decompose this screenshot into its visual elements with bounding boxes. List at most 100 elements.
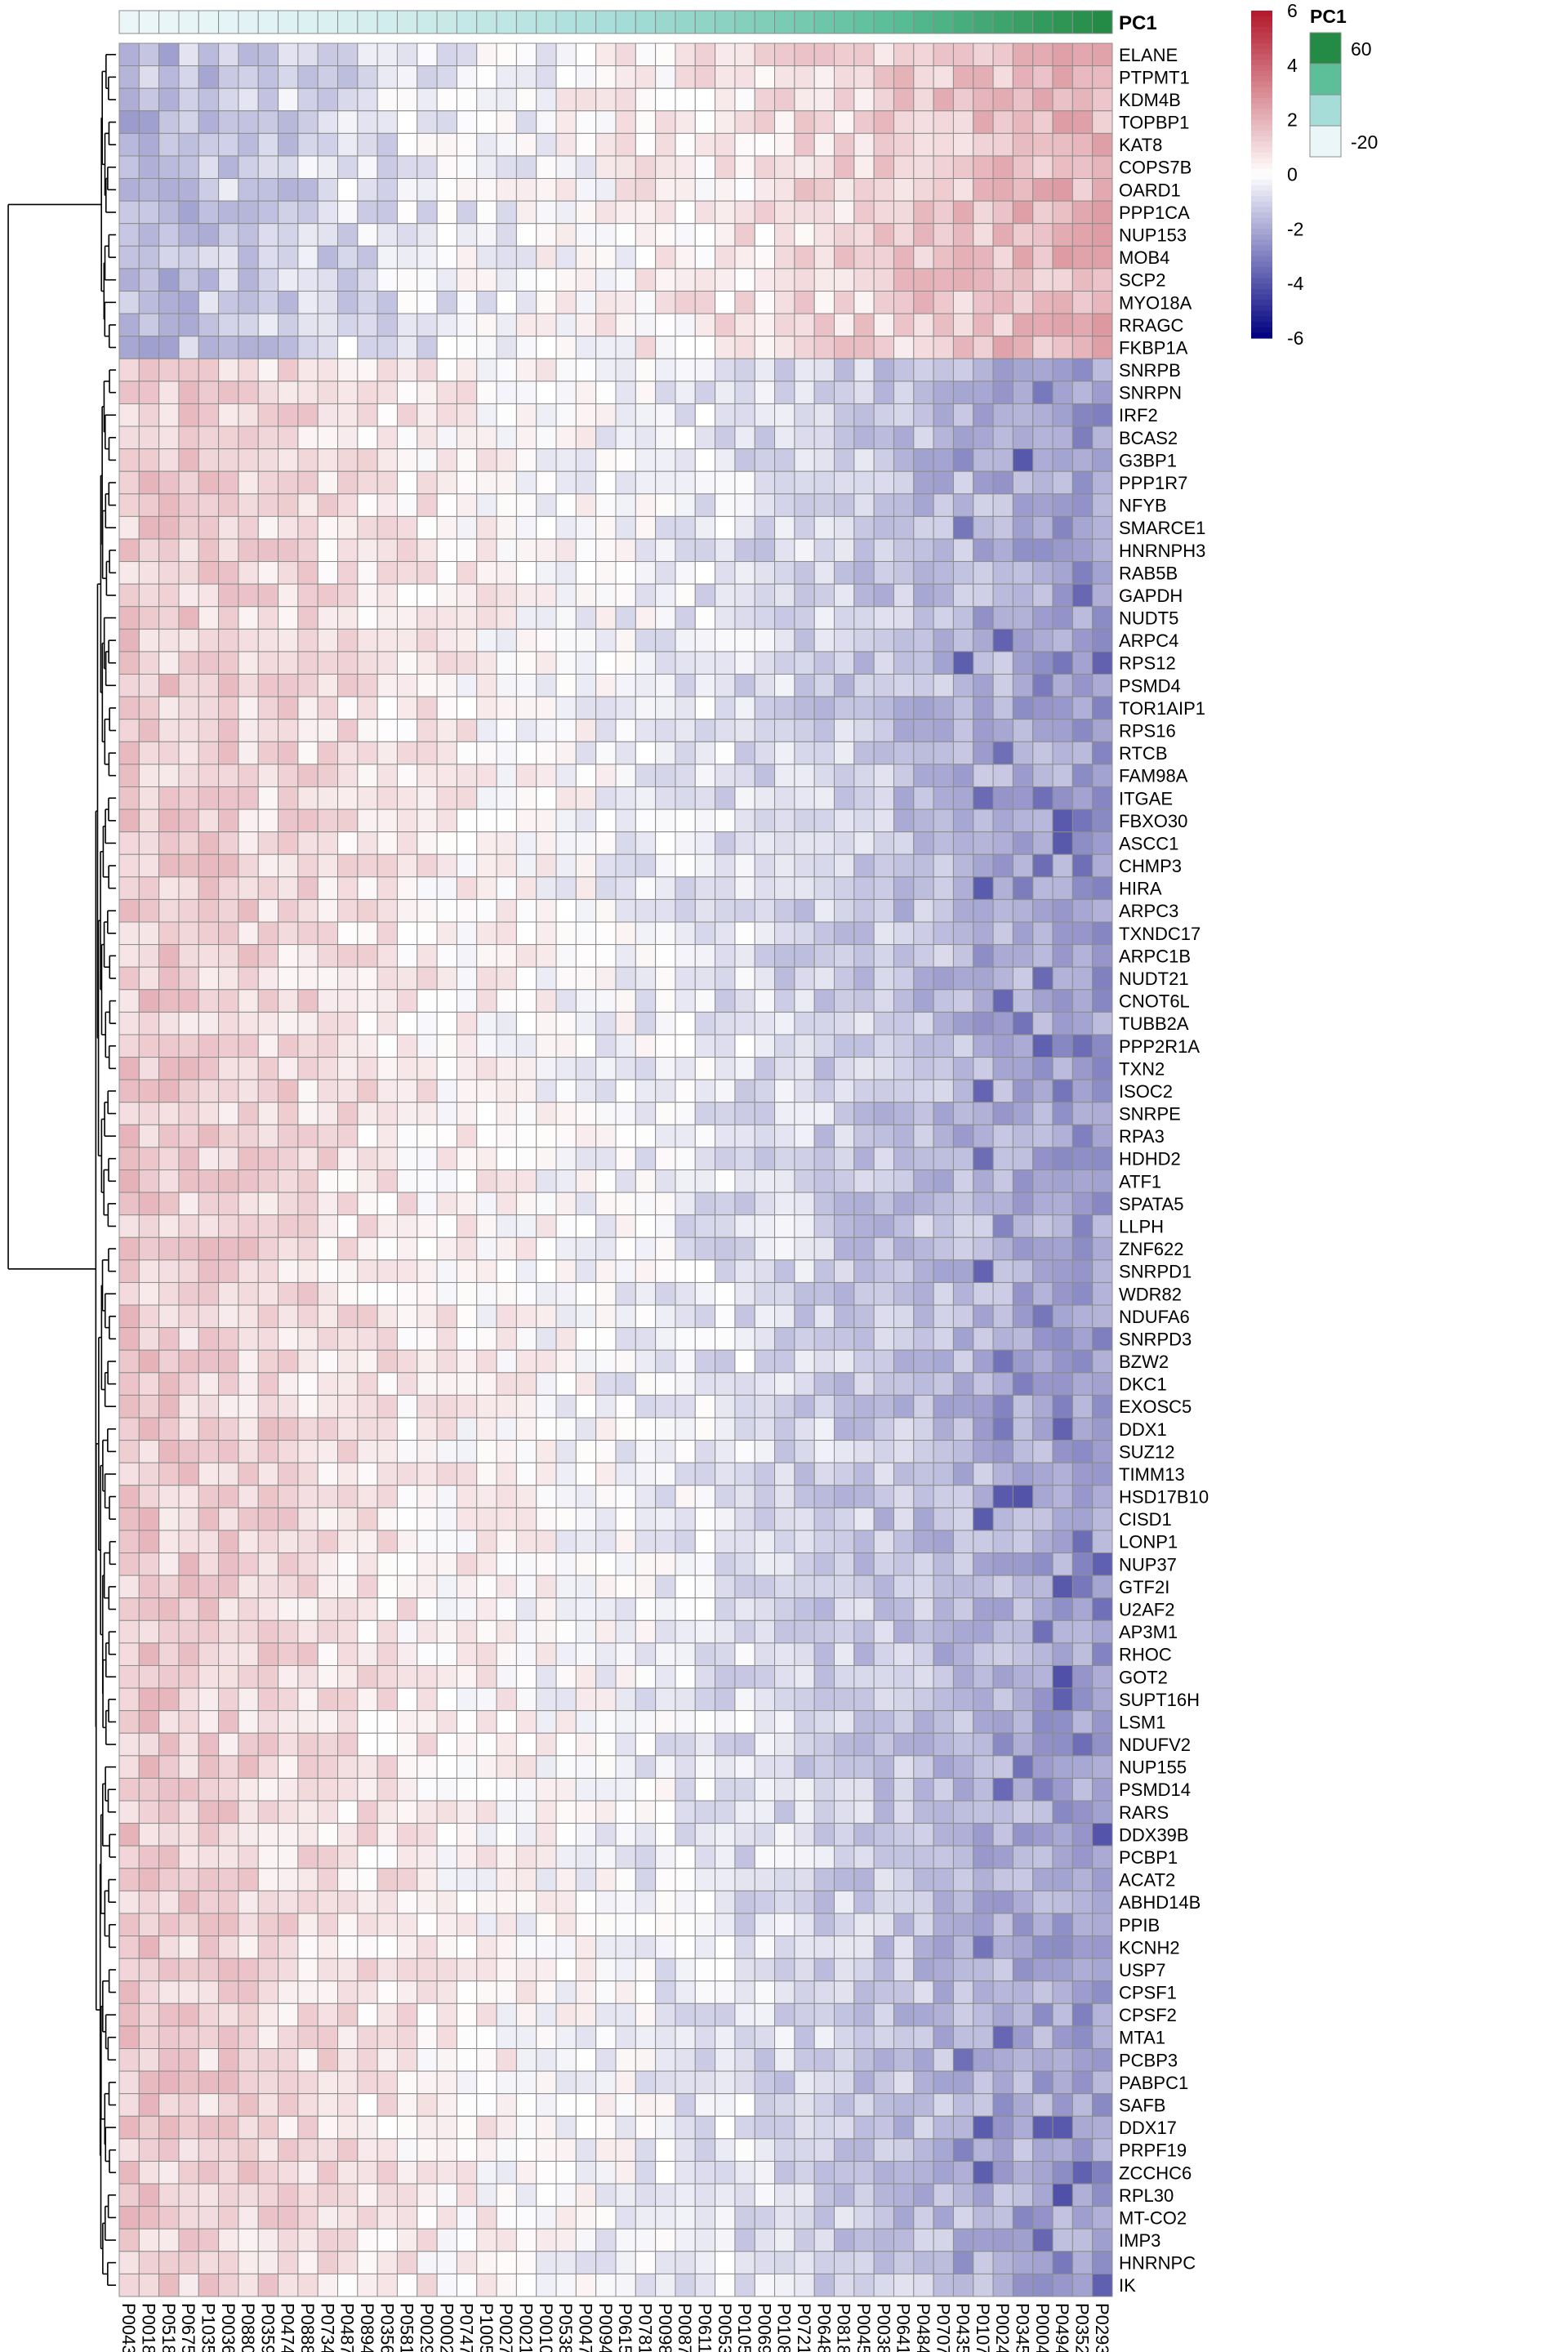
heatmap-cell [655,178,676,202]
heatmap-cell [515,403,537,427]
heatmap-cell [933,1011,954,1036]
heatmap-cell [655,1281,676,1306]
heatmap-cell [913,876,934,900]
heatmap-cell [1071,65,1094,89]
heatmap-cell [774,470,795,495]
heatmap-cell [873,425,894,450]
heatmap-cell [754,1034,776,1058]
heatmap-cell [1052,1936,1073,1959]
heatmap-cell [973,1530,994,1554]
heatmap-cell [933,1169,954,1193]
heatmap-cell [675,1259,696,1283]
heatmap-cell [1052,2093,1073,2117]
heatmap-cell [873,381,894,404]
heatmap-cell [575,1800,597,1824]
heatmap-cell [834,1192,855,1216]
heatmap-cell [575,110,597,134]
heatmap-cell [834,403,855,427]
heatmap-cell [238,1552,259,1576]
heatmap-cell [813,515,835,540]
heatmap-cell [476,245,497,270]
heatmap-cell [456,290,478,314]
heatmap-cell [813,493,835,517]
heatmap-cell [376,425,398,450]
heatmap-cell [694,1642,716,1666]
heatmap-cell [515,696,537,720]
heatmap-cell [1092,1868,1113,1891]
heatmap-cell [715,583,736,608]
heatmap-cell [595,65,617,89]
heatmap-cell [158,1102,180,1125]
heatmap-cell [118,1597,140,1621]
heatmap-cell [853,1800,875,1824]
pc1-annotation-cell [138,10,160,34]
heatmap-cell [396,132,418,157]
heatmap-cell [635,1664,657,1689]
heatmap-cell [476,1845,497,1869]
heatmap-cell [278,403,299,427]
heatmap-cell [496,561,517,585]
heatmap-cell [396,921,418,946]
heatmap-cell [992,313,1013,337]
heatmap-cell [555,403,577,427]
heatmap-cell [694,1980,716,2004]
heatmap-cell [893,1890,915,1914]
heatmap-cell [1032,538,1054,563]
heatmap-cell [536,493,557,517]
heatmap-cell [873,2070,894,2095]
heatmap-cell [893,87,915,112]
heatmap-cell [575,358,597,382]
heatmap-cell [734,223,755,247]
heatmap-cell [1012,1462,1034,1486]
heatmap-cell [396,336,418,359]
heatmap-cell [178,2002,199,2027]
heatmap-cell [178,1462,199,1486]
heatmap-cell [973,831,994,855]
heatmap-cell [1032,966,1054,991]
heatmap-cell [853,1034,875,1058]
heatmap-cell [476,2093,497,2117]
heatmap-cell [238,1687,259,1712]
heatmap-cell [635,200,657,225]
heatmap-cell [536,1913,557,1937]
heatmap-cell [992,1192,1013,1216]
heatmap-cell [575,1913,597,1937]
heatmap-cell [873,403,894,427]
heatmap-cell [536,2070,557,2095]
heatmap-cell [615,561,636,585]
heatmap-cell [1032,200,1054,225]
heatmap-cell [1092,358,1113,382]
heatmap-cell [853,1057,875,1080]
heatmap-cell [853,898,875,923]
heatmap-cell [655,853,676,878]
heatmap-cell [834,381,855,404]
heatmap-cell [893,2048,915,2072]
heatmap-cell [575,1890,597,1914]
heatmap-cell [436,1011,457,1036]
heatmap-cell [754,155,776,180]
pc1-annotation-cell [873,10,894,34]
heatmap-cell [496,381,517,404]
heatmap-cell [337,2002,359,2027]
heatmap-cell [297,1236,318,1261]
heatmap-cell [615,808,636,833]
heatmap-cell [973,290,994,314]
heatmap-cell [376,403,398,427]
heatmap-cell [615,493,636,517]
heatmap-cell [992,1394,1013,1419]
heatmap-cell [1032,245,1054,270]
heatmap-cell [496,1755,517,1779]
heatmap-cell [357,1124,378,1148]
heatmap-cell [694,132,716,157]
heatmap-cell [278,1192,299,1216]
heatmap-cell [515,245,537,270]
pc1-annotation-cell [655,10,676,34]
heatmap-cell [813,944,835,968]
heatmap-cell [813,2115,835,2140]
heatmap-cell [1012,1259,1034,1283]
heatmap-cell [655,336,676,359]
heatmap-cell [952,1327,974,1351]
heatmap-cell [992,178,1013,202]
heatmap-cell [853,1079,875,1103]
heatmap-cell [257,2025,279,2050]
